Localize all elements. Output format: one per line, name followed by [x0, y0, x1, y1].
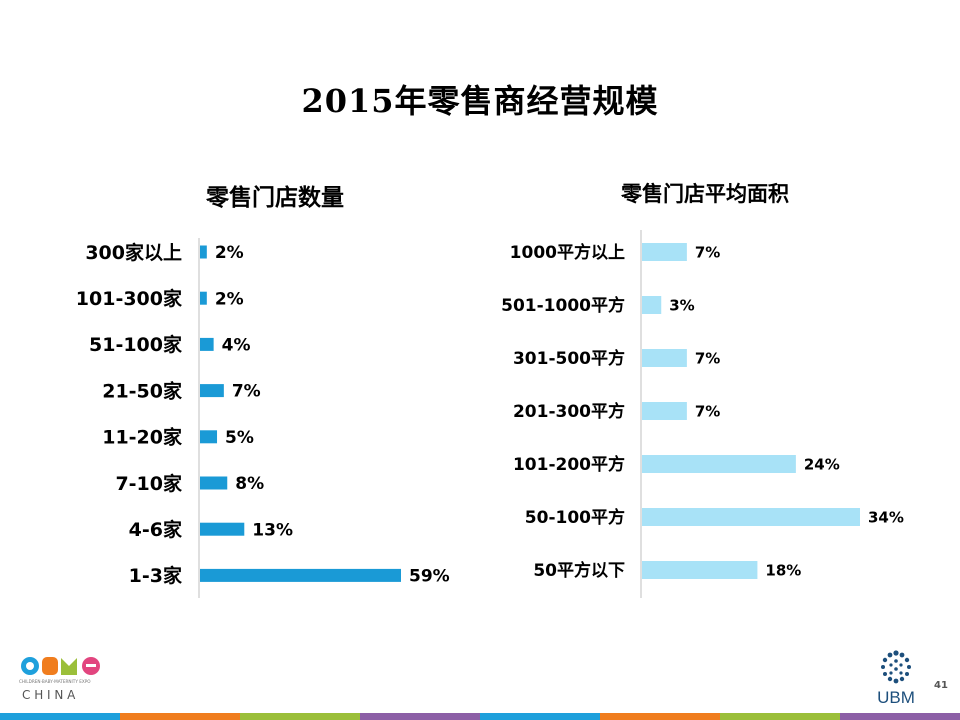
value-label: 18%	[765, 561, 801, 579]
chart-bar	[642, 349, 687, 367]
footer-stripe	[600, 713, 720, 720]
category-label: 301-500平方	[513, 348, 625, 369]
value-label: 7%	[695, 402, 720, 420]
footer-stripe	[0, 713, 120, 720]
footer-stripe	[120, 713, 240, 720]
value-label: 7%	[695, 243, 720, 261]
page-title: 2015年零售商经营规模	[301, 82, 659, 120]
chart-bar	[200, 522, 245, 536]
category-label: 50平方以下	[533, 560, 625, 581]
category-label: 101-200平方	[513, 454, 625, 475]
footer-stripe	[240, 713, 360, 720]
chart-bar	[200, 430, 218, 444]
category-label: 7-10家	[115, 472, 183, 495]
value-label: 59%	[409, 567, 450, 587]
category-label: 51-100家	[89, 333, 183, 356]
category-label: 501-1000平方	[501, 295, 625, 316]
left-chart-title: 零售门店数量	[206, 185, 344, 211]
value-label: 2%	[215, 289, 244, 309]
category-label: 201-300平方	[513, 401, 625, 422]
chart-bar	[642, 243, 687, 261]
category-label: 21-50家	[102, 379, 183, 402]
chart-bar	[200, 245, 207, 259]
cbme-logo: CHILDREN·BABY·MATERNITY EXPO C H I N A	[19, 657, 100, 702]
value-label: 2%	[215, 243, 244, 263]
chart-bar	[642, 402, 687, 420]
value-label: 8%	[235, 474, 264, 494]
ubm-logo: UBM	[877, 650, 915, 707]
category-label: 11-20家	[102, 426, 183, 449]
footer-stripe	[360, 713, 480, 720]
value-label: 3%	[669, 296, 694, 314]
cbme-tagline: CHILDREN·BABY·MATERNITY EXPO	[19, 679, 91, 684]
value-label: 4%	[222, 336, 251, 356]
chart-bar	[200, 291, 207, 305]
value-label: 13%	[252, 520, 293, 540]
category-label: 4-6家	[129, 518, 183, 541]
chart-bar	[642, 296, 662, 314]
chart-bar	[200, 384, 224, 398]
chart-bar	[642, 508, 860, 526]
value-label: 24%	[804, 455, 840, 473]
category-label: 300家以上	[85, 241, 182, 264]
category-label: 50-100平方	[525, 507, 625, 528]
category-label: 1000平方以上	[510, 242, 625, 263]
chart-bar	[642, 455, 796, 473]
chart-bar	[642, 561, 758, 579]
footer-stripe	[480, 713, 600, 720]
right-chart-title: 零售门店平均面积	[621, 182, 789, 206]
chart-bar	[200, 568, 401, 582]
value-label: 7%	[695, 349, 720, 367]
value-label: 34%	[868, 508, 904, 526]
footer-color-bar	[0, 713, 960, 720]
chart-bar	[200, 476, 228, 490]
cbme-country: C H I N A	[22, 688, 76, 702]
value-label: 7%	[232, 382, 261, 402]
chart-bar	[200, 337, 214, 351]
category-label: 1-3家	[129, 564, 183, 587]
value-label: 5%	[225, 428, 254, 448]
page-number: 41	[934, 680, 948, 691]
footer-stripe	[720, 713, 840, 720]
ubm-text: UBM	[877, 688, 915, 707]
category-label: 101-300家	[76, 287, 183, 310]
footer-stripe	[840, 713, 960, 720]
